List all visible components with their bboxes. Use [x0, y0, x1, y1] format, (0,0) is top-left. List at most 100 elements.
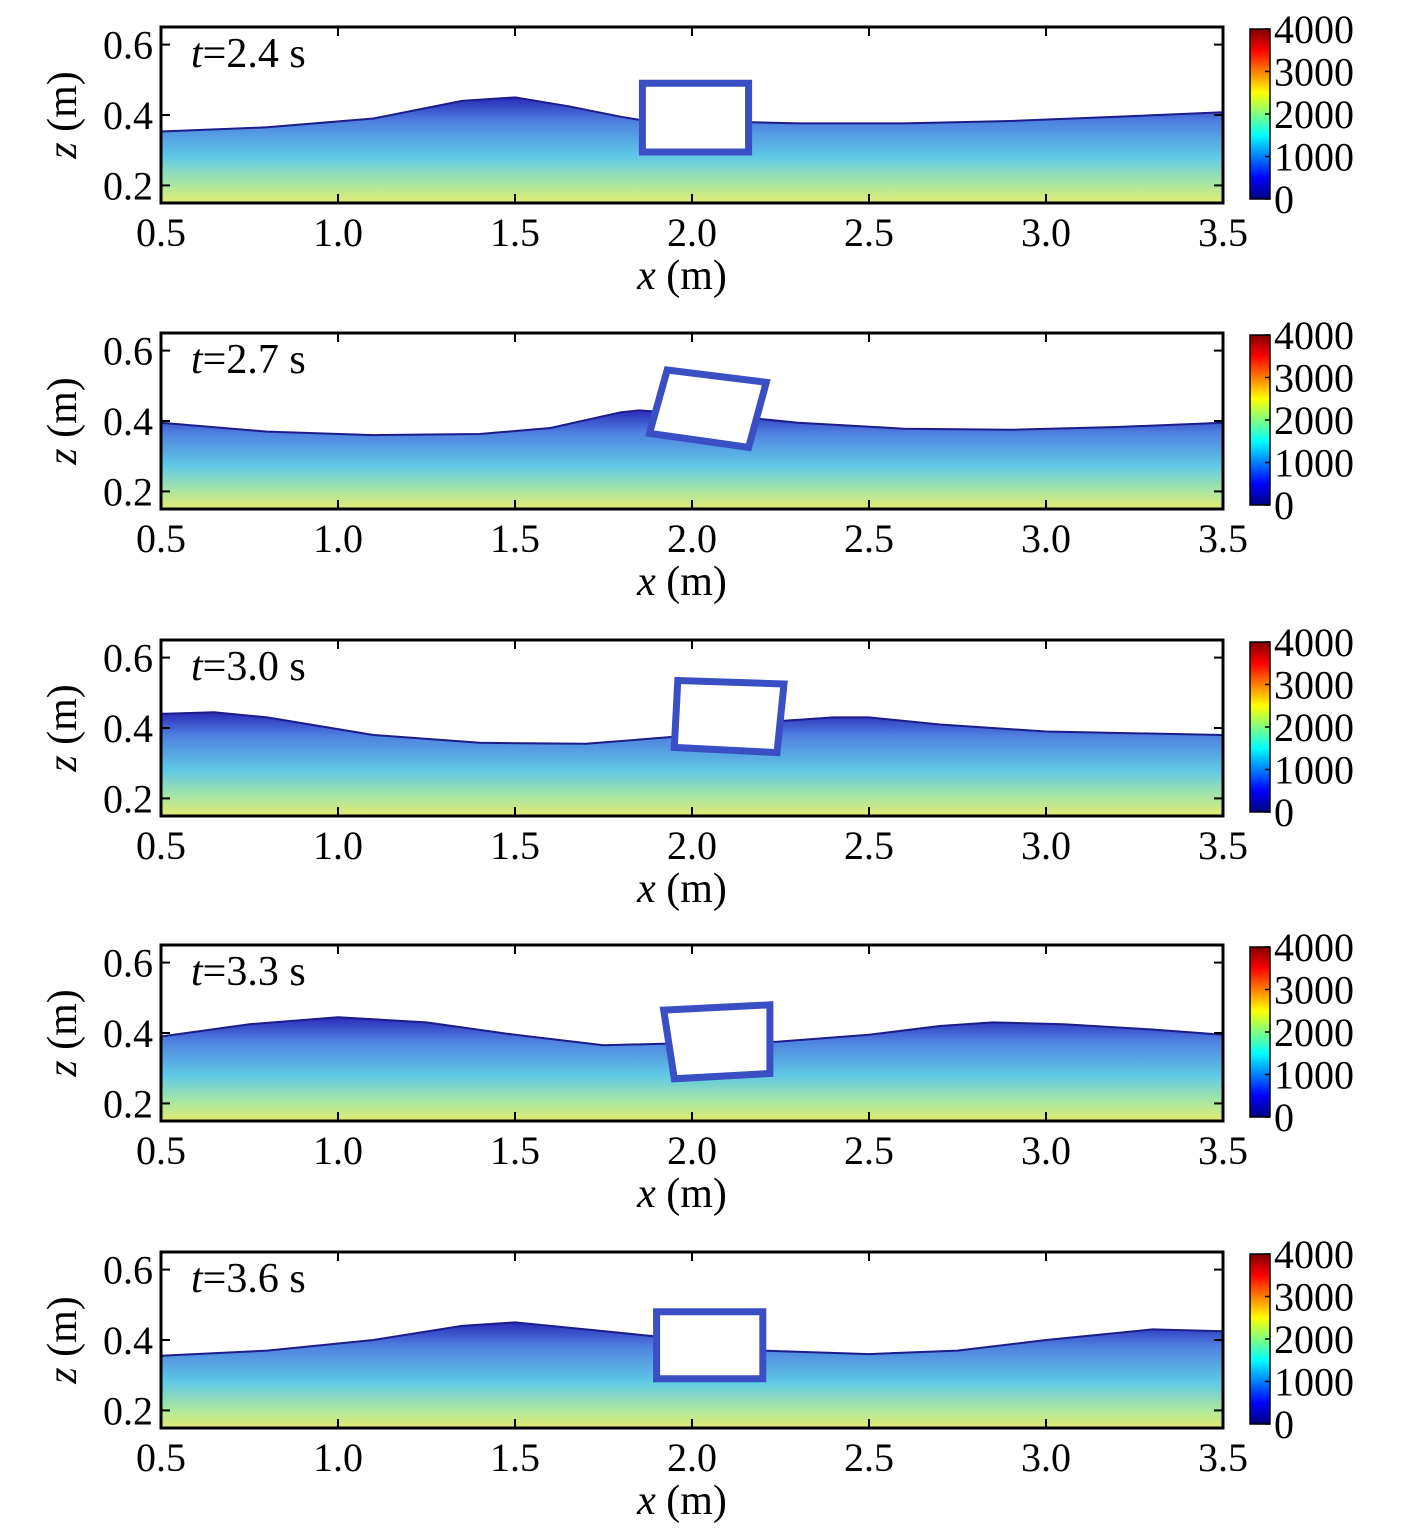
- colorbar-tick-label: 3000: [1274, 663, 1354, 708]
- y-tick-label: 0.4: [103, 706, 153, 751]
- y-tick-label: 0.2: [103, 1081, 153, 1126]
- x-tick-label: 0.5: [136, 210, 186, 255]
- x-tick-label: 3.0: [1021, 1435, 1071, 1480]
- x-tick-label: 2.0: [667, 1128, 717, 1173]
- colorbar-tick-label: 2000: [1274, 705, 1354, 750]
- panel-3: 0.5 1.0 1.5 2.0 2.5 3.0 3.5 0.2 0.4 0.6 x (m) z (m)…: [40, 620, 1354, 912]
- x-tick-label: 2.0: [667, 516, 717, 561]
- colorbar-tick-label: 0: [1274, 177, 1294, 222]
- x-tick-label: 3.5: [1198, 516, 1248, 561]
- x-tick-label: 3.5: [1198, 1128, 1248, 1173]
- water-body: [161, 712, 1223, 816]
- x-tick-label: 2.5: [844, 823, 894, 868]
- x-axis-label: x (m): [636, 559, 727, 605]
- colorbar-tick-label: 0: [1274, 1095, 1294, 1140]
- floating-box: [670, 676, 788, 757]
- y-axis-label: z (m): [40, 377, 86, 466]
- colorbar-tick-label: 4000: [1274, 620, 1354, 665]
- y-tick-label: 0.6: [103, 636, 153, 681]
- colorbar-tick-label: 4000: [1274, 7, 1354, 52]
- x-tick-label: 1.0: [313, 1435, 363, 1480]
- x-tick-label: 0.5: [136, 823, 186, 868]
- colorbar-tick-label: 4000: [1274, 1232, 1354, 1277]
- colorbar-tick-label: 0: [1274, 483, 1294, 528]
- plot-area: [161, 333, 1223, 509]
- colorbar-tick-label: 1000: [1274, 748, 1354, 793]
- x-tick-label: 1.5: [490, 1128, 540, 1173]
- colorbar-tick-label: 0: [1274, 1402, 1294, 1447]
- y-tick-label: 0.2: [103, 776, 153, 821]
- colorbar-tick-label: 1000: [1274, 441, 1354, 486]
- x-tick-label: 0.5: [136, 1435, 186, 1480]
- free-surface-line: [161, 409, 1223, 437]
- time-label: t=3.3 s: [191, 949, 306, 995]
- x-tick-label: 3.0: [1021, 210, 1071, 255]
- colorbar-tick-label: 1000: [1274, 1053, 1354, 1098]
- y-tick-label: 0.2: [103, 163, 153, 208]
- x-tick-label: 2.0: [667, 1435, 717, 1480]
- colorbar-tick-label: 0: [1274, 790, 1294, 835]
- x-axis-label: x (m): [636, 253, 727, 299]
- y-tick-label: 0.4: [103, 93, 153, 138]
- x-tick-label: 0.5: [136, 516, 186, 561]
- time-label: t=3.0 s: [191, 644, 306, 690]
- y-tick-label: 0.6: [103, 941, 153, 986]
- colorbar-tick-label: 3000: [1274, 1275, 1354, 1320]
- x-tick-label: 2.5: [844, 516, 894, 561]
- colorbar-tick-label: 4000: [1274, 925, 1354, 970]
- y-axis-label: z (m): [40, 71, 86, 160]
- panel-5: 0.5 1.0 1.5 2.0 2.5 3.0 3.5 0.2 0.4 0.6 x (m) z (m)…: [40, 1232, 1354, 1524]
- colorbar-tick-label: 2000: [1274, 398, 1354, 443]
- colorbar-tick-label: 2000: [1274, 92, 1354, 137]
- y-tick-label: 0.4: [103, 399, 153, 444]
- plot-area: [161, 640, 1223, 816]
- colorbar-tick-label: 1000: [1274, 135, 1354, 180]
- x-axis-label: x (m): [636, 1478, 727, 1524]
- colorbar-tick-label: 3000: [1274, 50, 1354, 95]
- y-axis-label: z (m): [40, 1296, 86, 1385]
- colorbar-tick-label: 2000: [1274, 1010, 1354, 1055]
- y-axis-label: z (m): [40, 989, 86, 1078]
- x-tick-label: 2.5: [844, 210, 894, 255]
- x-tick-label: 2.0: [667, 210, 717, 255]
- x-tick-label: 2.5: [844, 1435, 894, 1480]
- colorbar-tick-label: 4000: [1274, 313, 1354, 358]
- x-tick-label: 1.5: [490, 1435, 540, 1480]
- floating-box: [653, 1308, 767, 1383]
- x-tick-label: 1.5: [490, 823, 540, 868]
- x-tick-label: 1.5: [490, 516, 540, 561]
- free-surface-line: [161, 96, 1223, 133]
- y-tick-label: 0.6: [103, 1248, 153, 1293]
- time-label: t=3.6 s: [191, 1256, 306, 1302]
- x-axis-label: x (m): [636, 1171, 727, 1217]
- y-tick-label: 0.2: [103, 1388, 153, 1433]
- x-tick-label: 2.0: [667, 823, 717, 868]
- x-tick-label: 3.0: [1021, 1128, 1071, 1173]
- time-label: t=2.4 s: [191, 31, 306, 77]
- plot-area: [161, 1252, 1223, 1428]
- x-axis-label: x (m): [636, 866, 727, 912]
- x-tick-label: 0.5: [136, 1128, 186, 1173]
- x-tick-label: 1.5: [490, 210, 540, 255]
- panel-1: 0.5 1.0 1.5 2.0 2.5 3.0 3.5 0.2 0.4 0.6 x (m) z (m)…: [40, 7, 1354, 299]
- y-tick-label: 0.4: [103, 1011, 153, 1056]
- y-tick-label: 0.6: [103, 329, 153, 374]
- colorbar-tick-label: 3000: [1274, 968, 1354, 1013]
- x-tick-label: 3.0: [1021, 823, 1071, 868]
- colorbar-tick-label: 2000: [1274, 1317, 1354, 1362]
- x-tick-label: 2.5: [844, 1128, 894, 1173]
- y-tick-label: 0.2: [103, 469, 153, 514]
- y-tick-label: 0.4: [103, 1318, 153, 1363]
- x-tick-label: 3.5: [1198, 823, 1248, 868]
- plot-area: [161, 945, 1223, 1121]
- y-axis-label: z (m): [40, 684, 86, 773]
- colorbar-tick-label: 3000: [1274, 356, 1354, 401]
- x-tick-label: 3.0: [1021, 516, 1071, 561]
- colorbar-tick-label: 1000: [1274, 1360, 1354, 1405]
- x-tick-label: 1.0: [313, 210, 363, 255]
- x-tick-label: 3.5: [1198, 1435, 1248, 1480]
- floating-box: [659, 1001, 774, 1083]
- x-tick-label: 1.0: [313, 1128, 363, 1173]
- time-label: t=2.7 s: [191, 337, 306, 383]
